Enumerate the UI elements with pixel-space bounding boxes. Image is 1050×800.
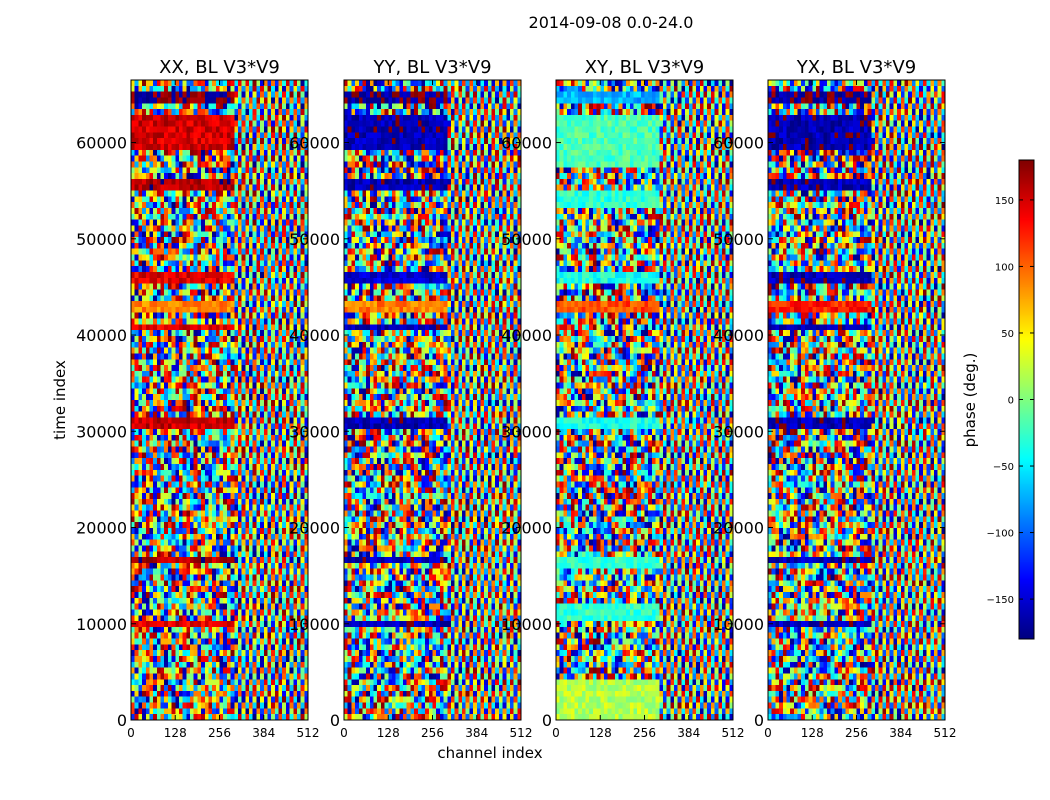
y-tick-label: 20000 [289,519,340,538]
x-tick-label: 128 [589,726,612,740]
colorbar: 150 100 50 0 −50 −100 −150 phase (deg.) [961,159,1035,640]
x-tick-label: 256 [845,726,868,740]
panel-yy: YY, BL V3*V9 0 128 256 384 512 0 10000 20000 3000… [289,57,532,740]
y-tick-label: 40000 [76,326,127,345]
y-tick-label: 20000 [76,519,127,538]
x-tick-label: 128 [164,726,187,740]
x-tick-label: 384 [252,726,275,740]
x-tick-label: 512 [510,726,533,740]
y-tick-label: 30000 [76,422,127,441]
panel-xy: XY, BL V3*V9 0 128 256 384 512 0 10000 20000 3000… [501,57,744,740]
x-tick-label: 256 [208,726,231,740]
y-tick-label: 30000 [289,422,340,441]
phase-heatmap-xy [556,80,733,720]
y-tick-label: 40000 [713,326,764,345]
panel-title-yx: YX, BL V3*V9 [796,57,916,78]
y-axis-label: time index [51,360,69,440]
x-axis-label: channel index [437,744,542,762]
y-tick-label: 40000 [289,326,340,345]
colorbar-tick-label: −150 [987,595,1014,606]
x-tick-label: 512 [297,726,320,740]
y-tick-label: 10000 [76,615,127,634]
x-tick-label: 512 [722,726,745,740]
panel-xx: XX, BL V3*V9 0 128 256 384 512 0 10000 20000 3000… [76,57,319,740]
x-tick-label: 128 [377,726,400,740]
colorbar-gradient [1019,160,1034,639]
figure-suptitle: 2014-09-08 0.0-24.0 [529,13,694,32]
panel-yx: YX, BL V3*V9 0 128 256 384 512 0 10000 20000 3000… [713,57,956,740]
y-tick-label: 50000 [76,230,127,249]
y-tick-label: 0 [330,711,340,730]
y-tick-label: 30000 [713,422,764,441]
panel-title-xy: XY, BL V3*V9 [585,57,704,78]
colorbar-tick-label: 150 [995,196,1014,207]
colorbar-tick-label: −50 [993,462,1014,473]
x-tick-label: 128 [801,726,824,740]
y-tick-label: 50000 [501,230,552,249]
colorbar-tick-label: −100 [987,529,1014,540]
x-tick-label: 256 [633,726,656,740]
panel-title-yy: YY, BL V3*V9 [372,57,491,78]
x-tick-label: 0 [127,726,135,740]
phase-heatmap-yy [344,80,521,720]
y-tick-label: 10000 [289,615,340,634]
x-tick-label: 0 [552,726,560,740]
phase-heatmap-yx [768,80,945,720]
y-tick-label: 60000 [713,134,764,153]
y-tick-label: 60000 [501,134,552,153]
y-tick-label: 50000 [713,230,764,249]
colorbar-label: phase (deg.) [961,353,979,448]
y-tick-label: 20000 [713,519,764,538]
colorbar-tick-label: 50 [1001,329,1014,340]
y-tick-label: 50000 [289,230,340,249]
x-tick-label: 0 [340,726,348,740]
y-tick-label: 0 [117,711,127,730]
phase-heatmap-xx [131,80,308,720]
x-tick-label: 384 [465,726,488,740]
x-tick-label: 384 [677,726,700,740]
y-tick-label: 20000 [501,519,552,538]
y-tick-label: 0 [754,711,764,730]
x-tick-label: 256 [421,726,444,740]
y-tick-label: 10000 [501,615,552,634]
panel-title-xx: XX, BL V3*V9 [159,57,280,78]
x-tick-label: 512 [934,726,957,740]
colorbar-tick-label: 0 [1008,396,1014,407]
y-tick-label: 30000 [501,422,552,441]
y-tick-label: 10000 [713,615,764,634]
y-tick-label: 60000 [76,134,127,153]
y-tick-label: 60000 [289,134,340,153]
y-tick-label: 40000 [501,326,552,345]
x-tick-label: 384 [889,726,912,740]
y-tick-label: 0 [542,711,552,730]
colorbar-tick-label: 100 [995,262,1014,273]
x-tick-label: 0 [764,726,772,740]
